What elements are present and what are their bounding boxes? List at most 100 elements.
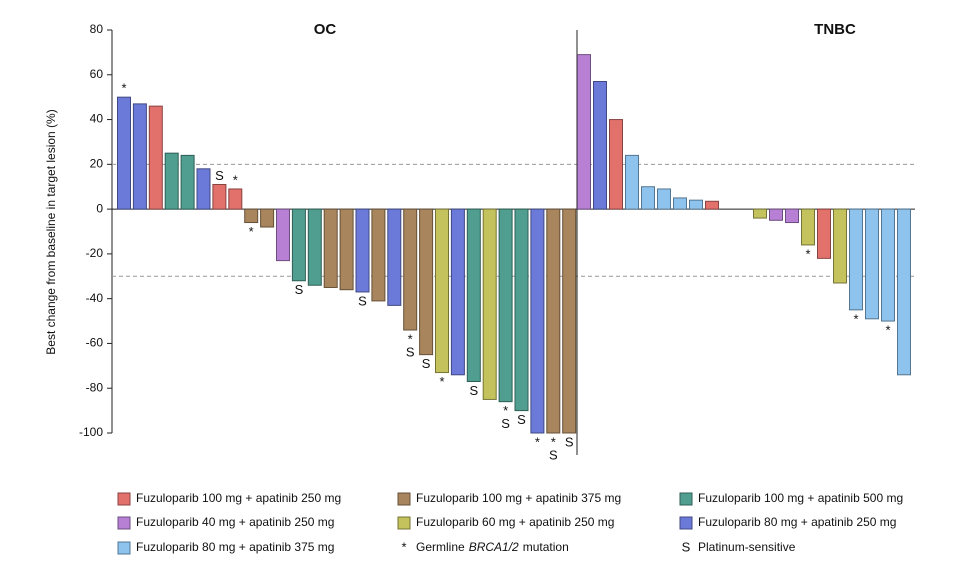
bar <box>387 208 402 306</box>
legend-label: Fuzuloparib 40 mg + apatinib 250 mg <box>136 515 334 529</box>
annotation: * <box>233 172 238 187</box>
bar <box>196 168 211 210</box>
bar <box>577 54 591 210</box>
bar <box>180 154 195 210</box>
bar <box>865 208 879 320</box>
legend-label: Fuzuloparib 60 mg + apatinib 250 mg <box>416 515 614 529</box>
bar <box>833 208 847 284</box>
bar <box>881 208 895 322</box>
legend-label: Fuzuloparib 100 mg + apatinib 250 mg <box>136 491 341 505</box>
legend-label: Fuzuloparib 80 mg + apatinib 375 mg <box>136 540 334 554</box>
bar <box>228 188 243 210</box>
bar <box>450 208 465 376</box>
legend-label: Fuzuloparib 100 mg + apatinib 500 mg <box>698 491 903 505</box>
bar <box>530 208 545 434</box>
annotation: * <box>439 374 444 389</box>
annotation: * <box>249 224 254 239</box>
legend-swatch <box>117 516 131 530</box>
y-tick-label: -20 <box>86 246 104 260</box>
y-tick-label: 60 <box>90 67 104 81</box>
annotation: * <box>853 311 858 326</box>
bar <box>132 103 147 210</box>
bar <box>801 208 815 246</box>
panel-title: OC <box>314 21 337 38</box>
legend-symbol: * <box>401 539 406 554</box>
bar <box>689 199 703 210</box>
bar <box>276 208 290 262</box>
bar <box>514 208 529 412</box>
bar <box>817 208 831 259</box>
bar <box>785 208 799 224</box>
annotation: S <box>549 447 558 462</box>
bar <box>355 208 370 293</box>
y-tick-label: 40 <box>90 112 104 126</box>
legend-swatch <box>679 492 693 506</box>
bar <box>371 208 386 302</box>
bar <box>339 208 354 291</box>
bar <box>323 208 338 288</box>
annotation: S <box>295 282 304 297</box>
annotation: * <box>503 403 508 418</box>
legend-label: Germline BRCA1/2 mutation <box>416 540 569 554</box>
y-axis-label: Best change from baseline in target lesi… <box>44 109 58 354</box>
panel-title: TNBC <box>814 21 856 38</box>
bar <box>657 188 671 210</box>
bar <box>641 186 655 210</box>
y-tick-label: -40 <box>86 291 104 305</box>
bar <box>466 208 481 383</box>
bar <box>164 152 179 210</box>
legend-symbol: S <box>682 539 691 554</box>
annotation: S <box>406 344 415 359</box>
y-tick-label: -100 <box>79 425 103 439</box>
y-tick-label: -80 <box>86 380 104 394</box>
bar <box>753 208 767 219</box>
legend-label: Platinum-sensitive <box>698 540 796 554</box>
y-tick-label: -60 <box>86 336 104 350</box>
bar <box>769 208 783 221</box>
bar <box>117 96 131 210</box>
bar <box>705 200 719 210</box>
bar <box>562 208 577 434</box>
legend-label-part: mutation <box>523 540 569 554</box>
annotation: * <box>535 434 540 449</box>
annotation: * <box>551 434 556 449</box>
legend-swatch <box>117 541 131 555</box>
bar <box>498 208 513 403</box>
y-tick-label: 0 <box>96 201 103 215</box>
annotation: S <box>422 356 431 371</box>
bar <box>849 208 863 311</box>
bar <box>419 208 434 356</box>
legend-swatch <box>397 516 411 530</box>
bar <box>212 183 227 210</box>
annotation: S <box>565 434 574 449</box>
annotation: * <box>408 331 413 346</box>
bar <box>403 208 418 331</box>
legend-label: Fuzuloparib 80 mg + apatinib 250 mg <box>698 515 896 529</box>
bar <box>291 208 306 282</box>
legend-label-part: Germline <box>416 540 465 554</box>
bar <box>435 208 449 374</box>
bar <box>307 208 322 286</box>
bar <box>244 208 259 224</box>
legend-swatch <box>679 516 693 530</box>
bar <box>593 80 607 210</box>
annotation: * <box>885 322 890 337</box>
legend-label-part: BRCA1/2 <box>469 540 519 554</box>
annotation: S <box>358 293 367 308</box>
annotation: * <box>805 246 810 261</box>
bar <box>609 119 623 210</box>
legend-label: Fuzuloparib 100 mg + apatinib 375 mg <box>416 491 621 505</box>
bar <box>482 208 497 400</box>
bar <box>897 208 911 376</box>
y-tick-label: 20 <box>90 157 104 171</box>
annotation: S <box>469 383 478 398</box>
annotation: * <box>121 81 126 96</box>
bar <box>546 208 561 434</box>
y-tick-label: 80 <box>90 22 104 36</box>
bar <box>260 208 275 228</box>
legend-label-part: Platinum-sensitive <box>698 540 796 554</box>
legend-swatch <box>397 492 411 506</box>
annotation: S <box>517 412 526 427</box>
bar <box>148 105 163 210</box>
